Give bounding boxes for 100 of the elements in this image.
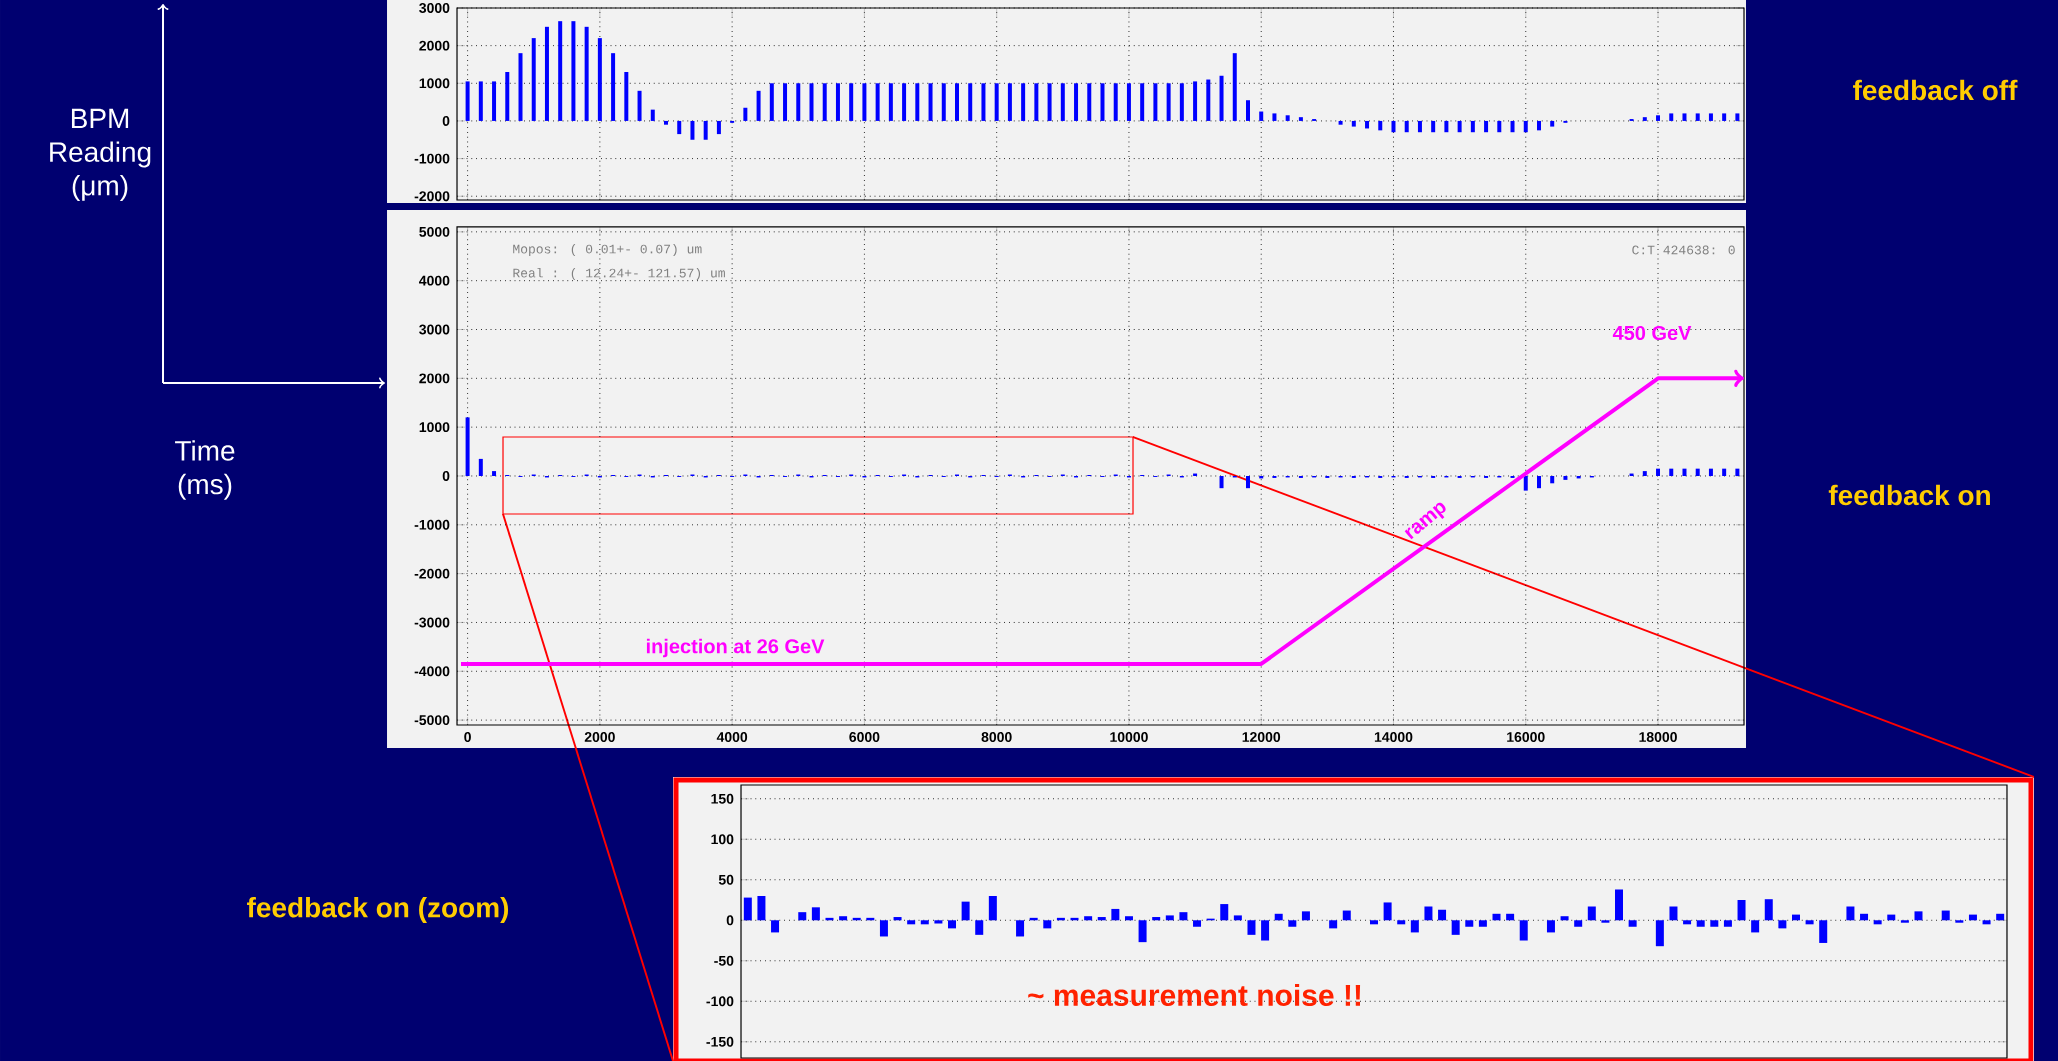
bar [981, 83, 986, 121]
bar [650, 109, 655, 121]
bar [1563, 475, 1568, 480]
bar [716, 120, 721, 135]
bar [1955, 920, 1964, 923]
y-tick-label: -1000 [414, 519, 450, 530]
text: Time (ms) [175, 440, 235, 500]
y-tick-label: 3000 [419, 3, 450, 13]
bar [1245, 100, 1250, 121]
bar [664, 120, 668, 125]
bar [1365, 120, 1370, 129]
bar [1764, 899, 1773, 921]
bar [798, 912, 807, 921]
x-tick-label: 10000 [1110, 732, 1148, 742]
x-tick-label: 12000 [1242, 732, 1281, 742]
y-tick-label: -150 [706, 1036, 734, 1047]
bar [690, 120, 695, 140]
bar [1708, 113, 1713, 121]
bar [1615, 889, 1624, 921]
bar [1722, 113, 1727, 121]
y-tick-label: -2000 [414, 191, 450, 202]
bar [1084, 916, 1093, 921]
bar [934, 920, 943, 924]
annotation: 450 GeV [1612, 325, 1692, 341]
bar [756, 90, 761, 121]
bar [809, 83, 814, 121]
bar [1574, 920, 1583, 927]
bar [1206, 79, 1211, 121]
bar [1153, 83, 1158, 121]
bar [1587, 906, 1596, 921]
bar [1683, 920, 1692, 925]
y-tick-label: 2000 [419, 373, 450, 384]
bar [518, 53, 523, 121]
bar [822, 83, 827, 121]
bar [1722, 468, 1727, 476]
bar [1301, 911, 1310, 921]
y-tick-label: -5000 [414, 715, 450, 726]
bar [1431, 120, 1436, 133]
bar [1982, 920, 1991, 925]
text: feedback on (zoom) [247, 896, 509, 924]
bar [920, 920, 929, 925]
bar [1682, 468, 1687, 476]
bar [941, 83, 946, 121]
bar [796, 83, 801, 121]
x-tick-label: 16000 [1507, 732, 1545, 742]
bar [1391, 120, 1396, 133]
bar [928, 83, 933, 121]
bar [849, 83, 854, 121]
bar [1261, 920, 1270, 941]
bar [975, 920, 984, 935]
bar [994, 83, 999, 121]
bar [1166, 83, 1171, 121]
bar [1723, 920, 1732, 927]
bar [839, 916, 848, 921]
bar [1737, 900, 1746, 921]
bar [1523, 120, 1528, 133]
y-tick-label: -1000 [414, 153, 450, 164]
bar [1497, 120, 1502, 133]
bar [1696, 920, 1705, 927]
bar [1060, 83, 1065, 121]
bar [1404, 120, 1409, 133]
bar [1656, 468, 1661, 476]
y-tick-label: 4000 [419, 275, 450, 286]
bar [1233, 915, 1242, 921]
bar [1140, 83, 1145, 121]
x-tick-label: 18000 [1639, 732, 1677, 742]
bar [1016, 920, 1025, 937]
bar [1288, 920, 1297, 927]
bar [1245, 475, 1250, 489]
bar [1550, 120, 1555, 127]
bar [1285, 115, 1290, 121]
bar [465, 81, 470, 121]
bar [988, 895, 997, 921]
bar [1560, 916, 1569, 921]
bar [1232, 53, 1237, 121]
bar [1751, 920, 1760, 933]
y-tick-label: 5000 [419, 226, 450, 237]
bar [1536, 475, 1541, 489]
bar [1417, 120, 1422, 133]
bar [893, 917, 902, 921]
bar [743, 107, 748, 121]
bar [1642, 117, 1647, 121]
bar [948, 920, 957, 929]
bar [1484, 120, 1489, 133]
bar [584, 26, 589, 121]
bar [1465, 920, 1474, 927]
bar [1438, 909, 1447, 921]
bar [624, 71, 629, 121]
annotation: injection at 26 GeV [646, 638, 825, 658]
bar [465, 417, 470, 476]
y-tick-label: 2000 [419, 40, 450, 51]
bar [558, 21, 563, 121]
y-tick-label: -2000 [414, 568, 450, 579]
bar [1735, 468, 1740, 476]
bar [1523, 475, 1528, 491]
bar [1900, 920, 1909, 923]
annotation: C:T 424638: 0 [1632, 245, 1735, 255]
y-tick-label: 3000 [419, 324, 450, 335]
bar [1259, 111, 1264, 121]
bar [1219, 75, 1224, 121]
